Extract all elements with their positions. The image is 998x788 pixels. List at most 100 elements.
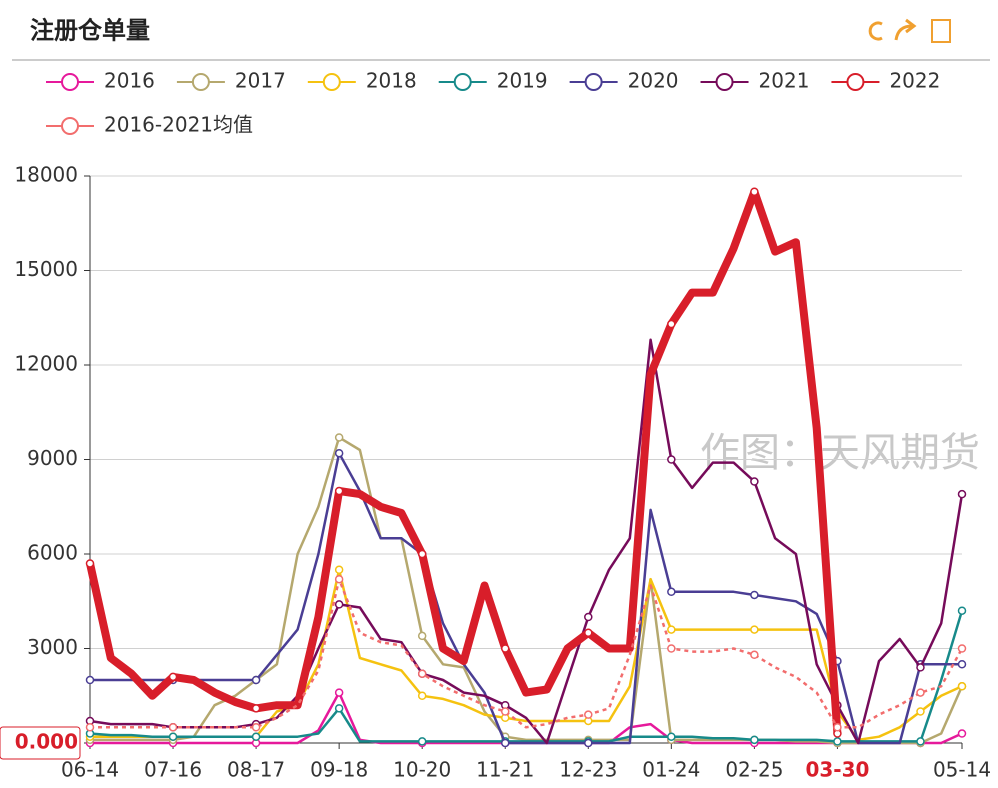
data-point [750,735,759,745]
series-line [90,451,962,745]
data-point [750,590,759,600]
legend-item[interactable]: 2021 [700,69,810,93]
data-point [85,723,95,732]
data-point [750,625,759,634]
legend-item[interactable]: 2016 [46,69,155,93]
legend-marker [191,73,210,91]
x-tick-label: 10-20 [393,758,451,782]
data-point [916,663,925,672]
y-tick-label: 6000 [27,541,78,565]
data-point [916,737,925,746]
data-point [667,319,676,329]
legend-marker [715,73,734,91]
toolbar[interactable] [868,18,951,43]
legend-marker [61,117,79,135]
y-tick-label: 15000 [14,257,78,281]
x-tick-label: 05-14 [933,758,991,782]
data-point [334,565,344,574]
legend-label: 2018 [366,69,417,93]
y-tick-label: 18000 [14,163,78,187]
x-tick-label: 11-21 [476,758,534,782]
y-tick-label: 0.000 [15,730,78,754]
data-point [916,688,925,697]
y-tick-label: 3000 [27,635,78,659]
data-point [750,187,759,196]
data-point [334,600,344,609]
data-point [584,710,593,719]
legend-marker [453,73,472,91]
legend-item[interactable]: 2019 [438,69,548,93]
data-point [584,738,593,748]
x-tick-label: 12-23 [559,758,617,782]
legend-item[interactable]: 2018 [307,69,417,93]
series-line [90,436,964,745]
data-point [957,660,967,669]
data-point [957,606,967,615]
x-tick-label: 06-14 [61,758,119,782]
data-point [667,625,676,634]
watermark: 作图：天风期货 [700,430,980,476]
x-tick-label: 02-25 [725,758,783,782]
data-point [916,707,925,716]
data-point [500,644,510,653]
data-point [168,723,178,732]
data-point [417,549,427,559]
series-line [86,187,842,734]
share-icon[interactable] [894,18,917,41]
data-point [584,612,593,622]
legend-item[interactable]: 2020 [569,69,679,93]
legend-label: 2017 [235,69,286,93]
legend-marker [584,73,603,91]
data-point [85,559,95,568]
data-point [417,669,427,678]
data-point [957,729,967,738]
legend-item[interactable]: 2016-2021均值 [46,113,253,137]
legend-label: 2019 [497,69,548,93]
data-point [957,682,967,691]
data-point [667,644,676,653]
legend-label: 2020 [628,69,679,93]
data-point [251,704,261,713]
data-point [667,455,676,464]
x-tick-label: 08-17 [227,758,285,782]
data-point [667,732,676,741]
data-point [833,723,842,732]
axis-pointer-box [0,726,81,760]
data-point [334,448,344,458]
data-point [334,704,344,713]
data-point [667,587,676,597]
data-point [750,477,759,486]
data-point [168,732,178,741]
data-point [584,628,593,637]
legend-label: 2021 [759,69,810,93]
data-point [334,574,344,584]
y-tick-label: 9000 [27,446,78,470]
legend-label: 2016-2021均值 [104,113,253,137]
series-line [89,610,964,743]
x-tick-label: 01-24 [642,758,700,782]
legend-marker [322,73,341,91]
refresh-icon[interactable] [868,21,883,41]
data-point [334,433,344,442]
data-point [417,737,427,746]
data-point [957,644,967,653]
data-point [251,732,261,741]
data-point [417,631,427,641]
chart-title: 注册仓单量 [30,16,150,45]
data-point [334,486,344,496]
y-tick-label: 12000 [14,352,78,376]
data-point [500,707,510,716]
legend-label: 2016 [104,69,155,93]
legend-item[interactable]: 2022 [831,69,940,93]
data-point [85,675,95,685]
data-point [168,672,178,682]
data-point [500,738,510,748]
data-point [417,691,427,700]
x-tick-label: 09-18 [310,758,368,782]
data-point [334,688,344,697]
data-point [251,723,261,732]
legend-item[interactable]: 2017 [176,69,286,93]
data-point [833,737,842,746]
save-icon[interactable] [931,19,951,43]
